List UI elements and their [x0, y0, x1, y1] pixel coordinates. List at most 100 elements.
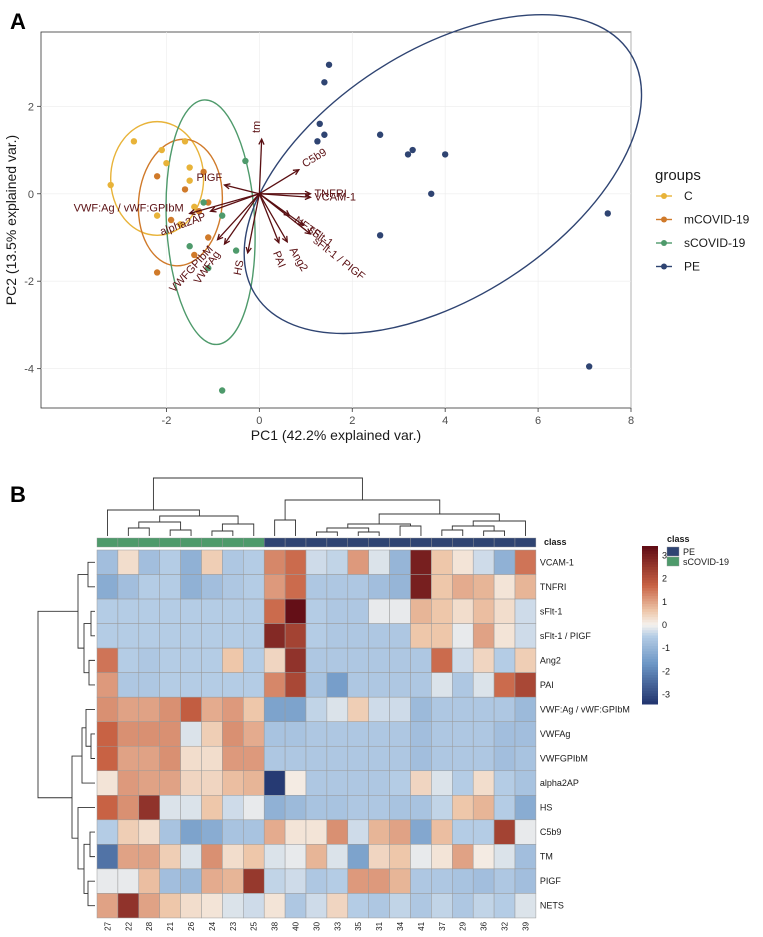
column-label: 24: [208, 921, 217, 930]
heatmap-cell: [222, 844, 244, 870]
heatmap-cell: [305, 574, 328, 600]
heatmap-cell: [96, 549, 119, 575]
dendro-branch: [77, 807, 95, 870]
heatmap-cell: [201, 574, 223, 600]
heatmap-cell: [201, 868, 223, 894]
colorbar-segment: [642, 564, 658, 568]
legend-label-scovid-19: sCOVID-19: [684, 236, 746, 250]
heatmap-cell: [243, 647, 265, 673]
heatmap-cell: [180, 647, 202, 673]
heatmap-cell: [389, 844, 411, 870]
heatmap-cell: [452, 549, 474, 575]
heatmap-cell: [138, 770, 160, 796]
heatmap-cell: [159, 721, 181, 747]
heatmap-cell: [222, 623, 244, 649]
colorbar-segment: [642, 651, 658, 655]
point-c: [130, 138, 138, 145]
heatmap-cell: [96, 598, 119, 624]
heatmap-cell: [284, 549, 307, 575]
heatmap-cell: [410, 795, 432, 821]
colorbar-segment: [642, 590, 658, 594]
heatmap-cell: [389, 549, 411, 575]
heatmap-cell: [243, 696, 265, 722]
class-cell-scovid-19: [201, 537, 223, 548]
colorbar-tick-label: -3: [662, 690, 670, 700]
heatmap-cell: [96, 770, 119, 796]
heatmap-cell: [284, 868, 307, 894]
column-label: 22: [124, 921, 133, 930]
heatmap-cell: [472, 647, 495, 673]
heatmap-cell: [96, 893, 119, 919]
dendro-branch: [127, 527, 150, 536]
heatmap-cell: [180, 819, 202, 845]
heatmap-cell: [472, 844, 495, 870]
heatmap-cell: [431, 647, 453, 673]
heatmap-cell: [201, 819, 223, 845]
heatmap-cell: [514, 844, 537, 870]
heatmap-cell: [159, 696, 181, 722]
heatmap-cell: [138, 721, 160, 747]
heatmap-cell: [117, 549, 140, 575]
legend-dot-scovid-19: [661, 240, 667, 246]
heatmap-cell: [117, 696, 140, 722]
heatmap-cell: [305, 795, 328, 821]
heatmap-cell: [326, 770, 349, 796]
colorbar-segment: [642, 561, 658, 565]
colorbar-segment: [642, 667, 658, 671]
colorbar-segment: [642, 698, 658, 702]
heatmap-cell: [493, 623, 516, 649]
colorbar-segment: [642, 617, 658, 621]
heatmap-cell: [117, 795, 140, 821]
heatmap-cell: [326, 819, 349, 845]
heatmap-cell: [493, 721, 516, 747]
loading-arrow-vcam-1: [259, 193, 311, 198]
colorbar-segment: [642, 611, 658, 615]
heatmap-cell: [472, 770, 495, 796]
x-tick-label: 2: [349, 415, 355, 427]
heatmap-cell: [347, 844, 369, 870]
heatmap-cell: [431, 893, 453, 919]
heatmap-cell: [222, 721, 244, 747]
dendro-branch: [90, 733, 95, 759]
heatmap-cell: [263, 868, 286, 894]
colorbar-segment: [642, 638, 658, 642]
heatmap-cell: [368, 549, 390, 575]
loading-label-tnfri: TNFRI: [314, 188, 346, 200]
heatmap-cell: [410, 844, 432, 870]
heatmap-cell: [243, 574, 265, 600]
heatmap-cell: [201, 795, 223, 821]
class-annotation-bar: [96, 537, 537, 548]
heatmap-cell: [514, 819, 537, 845]
heatmap-cell: [222, 770, 244, 796]
heatmap-cell: [117, 844, 140, 870]
dendro-branch: [90, 610, 95, 637]
heatmap-cell: [347, 868, 369, 894]
dendro-branch: [87, 880, 95, 907]
colorbar-segment: [642, 656, 658, 660]
row-label-nets: NETS: [540, 901, 564, 911]
colorbar-segment: [642, 693, 658, 697]
heatmap-cell: [472, 893, 495, 919]
loading-label-tm: tm: [251, 121, 264, 134]
heatmap-cell: [431, 672, 453, 698]
heatmap-cell: [347, 672, 369, 698]
dendro-branch: [88, 659, 95, 686]
dendro-branch: [81, 727, 95, 784]
heatmap-cell: [452, 795, 474, 821]
heatmap-cell: [431, 844, 453, 870]
loading-arrow-alpha2ap: [210, 193, 260, 212]
heatmap-cell: [368, 672, 390, 698]
point-c: [186, 164, 193, 171]
heatmap-cell: [284, 844, 307, 870]
heatmap-cell: [389, 745, 411, 772]
heatmap-cell: [138, 696, 160, 722]
colorbar-segment: [642, 635, 658, 639]
dendro-branch: [483, 530, 505, 536]
column-label: 38: [271, 921, 280, 930]
colorbar-segment: [642, 601, 658, 605]
heatmap-cell: [305, 696, 328, 722]
heatmap-cell: [368, 574, 390, 600]
heatmap-cell: [201, 623, 223, 649]
heatmap-cell: [243, 598, 265, 624]
colorbar-segment: [642, 672, 658, 676]
